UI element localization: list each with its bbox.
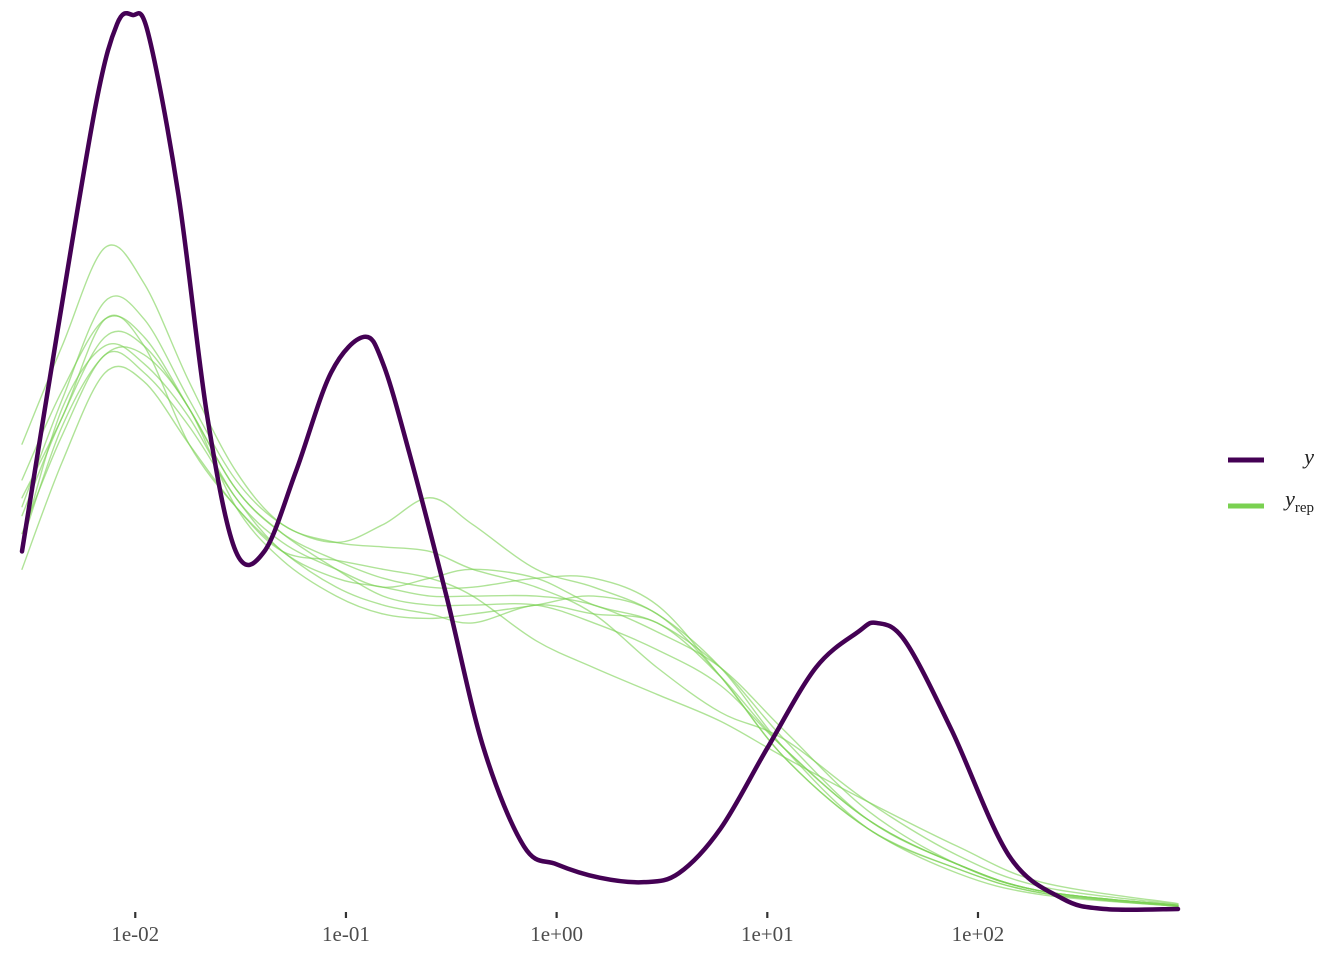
y-series-group xyxy=(19,10,1181,913)
x-tick-label: 1e+02 xyxy=(952,922,1005,946)
x-tick-label: 1e+01 xyxy=(741,922,794,946)
plot-area xyxy=(19,10,1181,913)
y-density-line xyxy=(19,10,1181,913)
yrep-series-group xyxy=(21,244,1179,908)
x-tick-label: 1e+00 xyxy=(530,922,583,946)
yrep-density-line-6 xyxy=(21,315,1179,908)
legend: y yrep xyxy=(1228,444,1314,516)
x-tick-label: 1e-01 xyxy=(322,922,370,946)
x-axis: 1e-02 1e-01 1e+00 1e+01 1e+02 xyxy=(111,912,1004,946)
x-tick-label: 1e-02 xyxy=(111,922,159,946)
yrep-density-line-9 xyxy=(21,350,1179,907)
legend-label-y: y xyxy=(1302,444,1314,469)
legend-label-yrep: yrep xyxy=(1283,486,1314,516)
yrep-density-line-5 xyxy=(21,346,1179,908)
yrep-density-line-2 xyxy=(21,295,1179,908)
yrep-density-line-1 xyxy=(21,244,1179,906)
yrep-density-line-8 xyxy=(21,330,1179,907)
yrep-density-line-7 xyxy=(21,365,1179,905)
yrep-density-line-4 xyxy=(21,314,1179,907)
